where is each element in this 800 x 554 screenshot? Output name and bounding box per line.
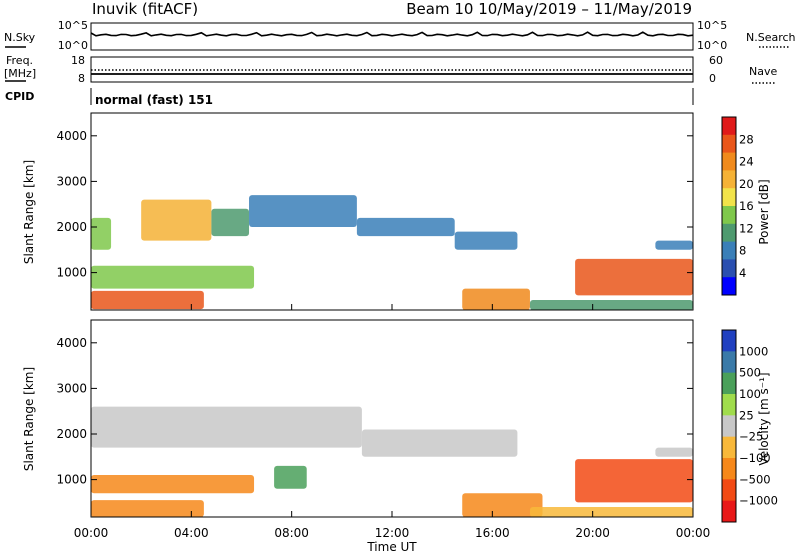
power-colorbar-label: Power [dB] <box>757 179 771 244</box>
power-echo-region-7 <box>454 231 518 250</box>
power-echo-region-9 <box>575 258 693 296</box>
velocity-ytick-label-2: 3000 <box>56 381 87 395</box>
power-colorbar-swatch-6 <box>722 223 736 242</box>
cpid-label: CPID <box>5 90 34 103</box>
power-echo-region-4 <box>211 208 250 237</box>
nsky-right-tick-top: 10^5 <box>697 19 727 32</box>
velocity-colorbar-frame <box>721 329 737 523</box>
velocity-ylabel: Slant Range [km] <box>22 367 36 471</box>
nsky-left-tick-top: 10^5 <box>58 19 88 32</box>
freq-label-2: [MHz] <box>4 67 36 80</box>
xtick-label-4: 16:00 <box>475 526 510 540</box>
velocity-echo-region-8 <box>655 447 693 457</box>
velocity-colorbar-swatch-6 <box>722 458 736 480</box>
power-echo-region-3 <box>141 199 212 241</box>
power-colorbar-swatch-8 <box>722 259 736 278</box>
station-title: Inuvik (fitACF) <box>92 0 198 18</box>
nsearch-right-label: N.Search <box>746 31 796 44</box>
velocity-colorbar-swatch-4 <box>722 415 736 438</box>
xtick-label-3: 12:00 <box>375 526 410 540</box>
velocity-colorbar-swatch-0 <box>722 330 736 352</box>
power-echo-region-11 <box>655 240 693 250</box>
power-colorbar-tick-5: 8 <box>739 244 746 258</box>
power-ylabel: Slant Range [km] <box>22 160 36 264</box>
power-colorbar-tick-1: 24 <box>739 155 754 169</box>
power-colorbar-tick-3: 16 <box>739 199 754 213</box>
velocity-echo-region-0 <box>91 500 204 517</box>
freq-label-1: Freq. <box>6 54 33 67</box>
power-colorbar-swatch-1 <box>722 134 736 153</box>
power-colorbar-swatch-2 <box>722 152 736 171</box>
xtick-label-5: 20:00 <box>575 526 610 540</box>
beam-date-title: Beam 10 10/May/2019 – 11/May/2019 <box>406 0 692 18</box>
power-colorbar-swatch-0 <box>722 117 736 136</box>
xtick-label-2: 08:00 <box>274 526 309 540</box>
velocity-echo-region-4 <box>274 465 307 489</box>
xtick-label-1: 04:00 <box>174 526 209 540</box>
power-heatmap <box>91 195 693 310</box>
velocity-colorbar-tick-6: −500 <box>739 472 771 486</box>
power-colorbar-swatch-4 <box>722 188 736 207</box>
xtick-label-6: 00:00 <box>676 526 711 540</box>
velocity-heatmap <box>91 406 693 517</box>
velocity-echo-region-1 <box>91 475 255 494</box>
power-echo-region-1 <box>91 265 255 289</box>
power-colorbar-tick-0: 28 <box>739 132 754 146</box>
power-echo-region-6 <box>356 217 455 237</box>
velocity-ytick-label-3: 4000 <box>56 336 87 350</box>
power-ytick-label-1: 2000 <box>56 220 87 234</box>
nsky-trace <box>90 31 694 37</box>
power-colorbar-swatch-5 <box>722 206 736 225</box>
nave-tick-bottom: 0 <box>709 72 716 85</box>
velocity-colorbar-swatch-8 <box>722 500 736 523</box>
velocity-colorbar-tick-0: 1000 <box>739 344 768 358</box>
xtick-label-0: 00:00 <box>74 526 109 540</box>
power-echo-region-10 <box>529 299 693 310</box>
velocity-colorbar-tick-5: −100 <box>739 451 771 465</box>
velocity-echo-region-7 <box>529 506 693 517</box>
velocity-colorbar-tick-1: 500 <box>739 366 761 380</box>
freq-tick-top: 18 <box>71 54 85 67</box>
power-colorbar-tick-4: 12 <box>739 221 754 235</box>
nsky-left-tick-bottom: 10^0 <box>58 39 88 52</box>
power-echo-region-8 <box>462 288 530 310</box>
velocity-colorbar-swatch-5 <box>722 436 736 459</box>
power-ytick-label-2: 3000 <box>56 174 87 188</box>
nsky-right-tick-bottom: 10^0 <box>697 39 727 52</box>
power-colorbar-swatch-3 <box>722 170 736 189</box>
velocity-echo-region-2 <box>91 406 362 448</box>
xaxis-label: Time UT <box>366 540 417 554</box>
velocity-echo-region-5 <box>462 493 543 517</box>
velocity-echo-region-6 <box>575 459 693 503</box>
velocity-ytick-label-0: 1000 <box>56 473 87 487</box>
velocity-colorbar-swatch-2 <box>722 372 736 395</box>
power-ytick-label-3: 4000 <box>56 129 87 143</box>
velocity-colorbar-label: Velocity [m s⁻¹] <box>757 372 771 465</box>
power-echo-region-5 <box>249 195 357 228</box>
velocity-echo-region-3 <box>361 429 518 457</box>
power-echo-region-2 <box>91 217 112 250</box>
nave-tick-top: 60 <box>709 54 723 67</box>
power-ytick-label-0: 1000 <box>56 266 87 280</box>
power-colorbar-tick-2: 20 <box>739 177 754 191</box>
velocity-colorbar-tick-3: 25 <box>739 408 754 422</box>
velocity-colorbar-swatch-3 <box>722 394 736 416</box>
velocity-colorbar-tick-4: −25 <box>739 430 763 444</box>
power-colorbar-swatch-7 <box>722 241 736 260</box>
power-colorbar-tick-6: 4 <box>739 266 746 280</box>
power-colorbar-swatch-9 <box>722 277 736 296</box>
velocity-colorbar-tick-7: −1000 <box>739 494 778 508</box>
nsky-panel <box>90 22 694 51</box>
nsky-left-label: N.Sky <box>4 31 36 44</box>
power-echo-region-0 <box>91 290 204 310</box>
velocity-ytick-label-1: 2000 <box>56 427 87 441</box>
velocity-colorbar-swatch-7 <box>722 479 736 502</box>
cpid-mode-text: normal (fast) 151 <box>95 93 213 107</box>
freq-tick-bottom: 8 <box>78 72 85 85</box>
velocity-colorbar-swatch-1 <box>722 351 736 374</box>
power-colorbar-frame <box>721 116 737 296</box>
nave-label: Nave <box>749 65 777 78</box>
velocity-colorbar-tick-2: 100 <box>739 387 761 401</box>
